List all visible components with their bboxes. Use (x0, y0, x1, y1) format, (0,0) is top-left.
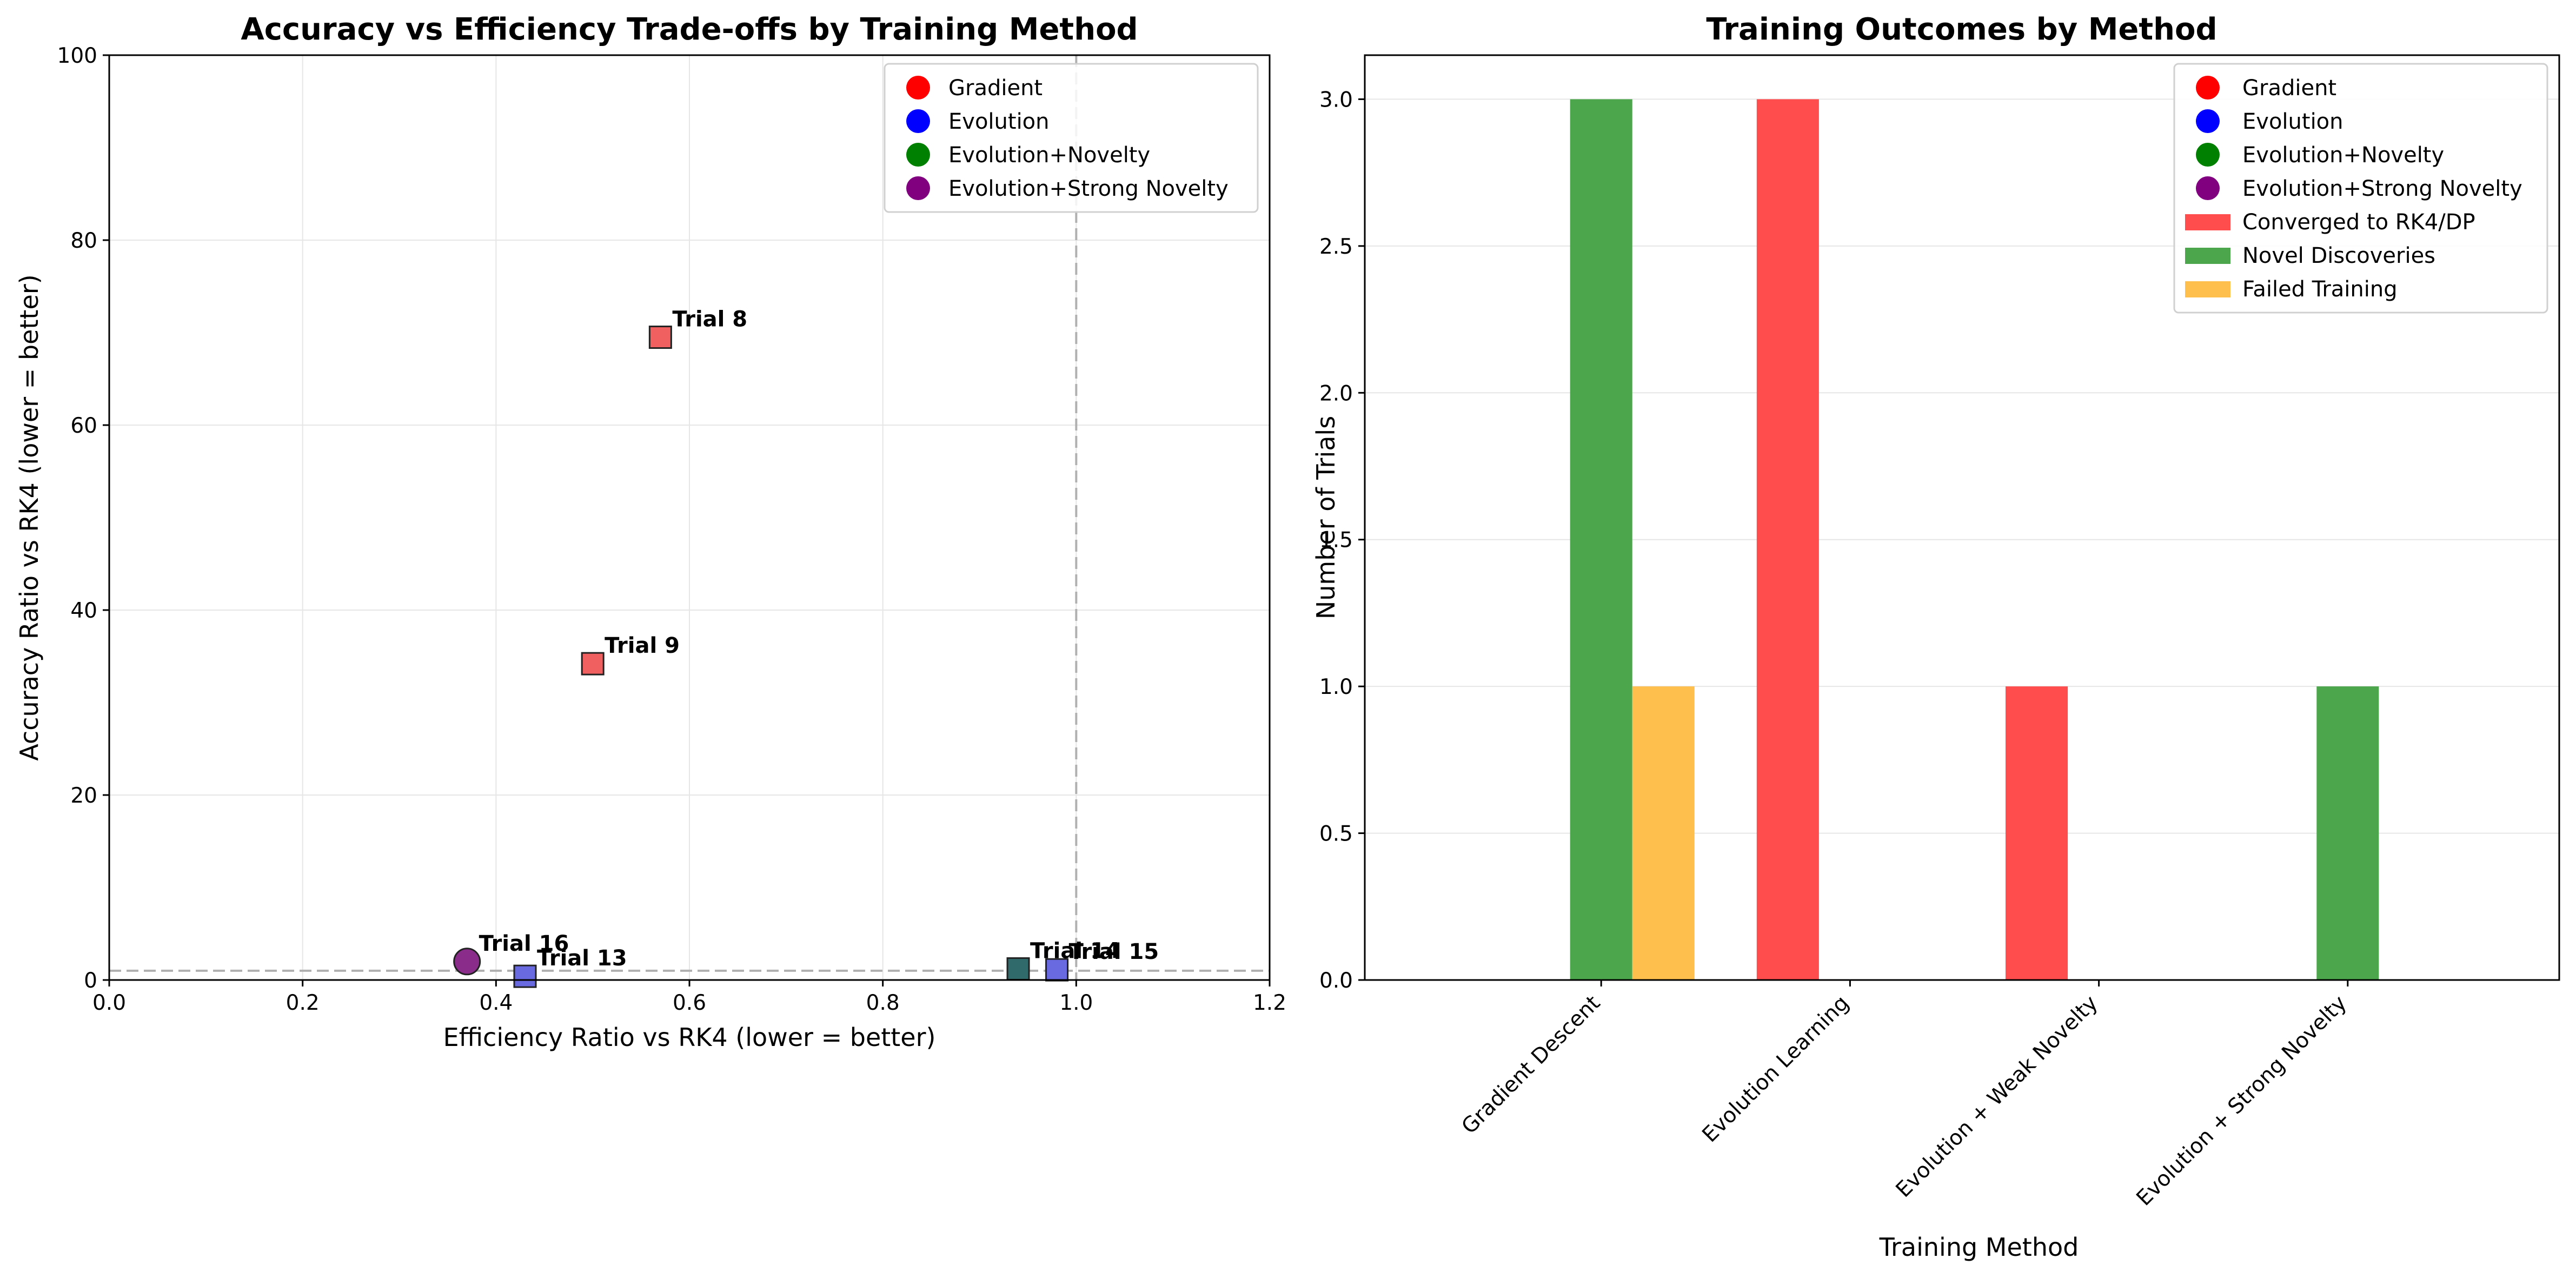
scatter-legend-label: Gradient (948, 76, 1043, 101)
scatter-x-tick-label: 0.4 (479, 991, 513, 1015)
scatter-x-tick-label: 1.2 (1253, 991, 1286, 1015)
scatter-x-tick-label: 0.0 (92, 991, 126, 1015)
bar-y-axis-label: Number of Trials (1311, 416, 1340, 619)
legend-patch-swatch (2185, 248, 2230, 264)
bar-legend-label: Converged to RK4/DP (2242, 210, 2475, 235)
scatter-point (1006, 957, 1030, 981)
bar (2006, 686, 2068, 980)
bar-legend-label: Failed Training (2242, 277, 2398, 302)
bar-y-tick-label: 0.0 (1319, 969, 1353, 993)
bar-legend-label: Novel Discoveries (2242, 243, 2435, 268)
bar-legend-box (2173, 63, 2548, 314)
scatter-point-label: Trial 15 (1069, 939, 1159, 964)
bar-y-tick-label: 2.5 (1319, 235, 1353, 259)
legend-marker-swatch (906, 76, 930, 100)
scatter-y-axis-label: Accuracy Ratio vs RK4 (lower = better) (15, 274, 44, 760)
scatter-point-label: Trial 13 (537, 946, 627, 971)
scatter-reference-lines (109, 55, 1270, 980)
bar (2316, 686, 2379, 980)
scatter-point (513, 964, 537, 988)
bar-legend-label: Evolution+Novelty (2242, 143, 2444, 168)
bar-x-tick-label: Gradient Descent (1457, 991, 1605, 1139)
scatter-point-label: Trial 14 (1030, 938, 1120, 963)
scatter-point (648, 326, 672, 349)
scatter-legend: Gradient Evolution Evolution+Novelty Evolut… (884, 63, 1259, 213)
bar-x-tick-label: Evolution + Weak Novelty (1891, 991, 2103, 1202)
scatter-x-axis-label: Efficiency Ratio vs RK4 (lower = better) (443, 1023, 936, 1052)
scatter-y-tick-label: 40 (70, 599, 97, 623)
scatter-point (453, 948, 481, 976)
bar-legend: Gradient Evolution Evolution+Novelty Evolut… (2173, 63, 2548, 314)
legend-marker-swatch (2196, 109, 2220, 133)
legend-patch-swatch (2185, 281, 2230, 297)
scatter-point (581, 652, 605, 676)
bar-y-tick-label: 3.0 (1319, 88, 1353, 112)
scatter-point-label: Trial 16 (479, 931, 569, 956)
bar-legend-label: Gradient (2242, 76, 2336, 101)
scatter-y-tick-label: 100 (57, 44, 97, 68)
scatter-x-tick-label: 1.0 (1059, 991, 1093, 1015)
legend-marker-swatch (906, 143, 930, 167)
bar-y-tick-label: 0.5 (1319, 822, 1353, 846)
scatter-x-ticks: 0.0 0.2 0.4 0.6 0.8 1.0 1.2 (92, 980, 1286, 1015)
scatter-x-tick-label: 0.8 (866, 991, 900, 1015)
bar-legend-label: Evolution+Strong Novelty (2242, 176, 2522, 201)
scatter-y-tick-label: 80 (70, 229, 97, 253)
scatter-legend-label: Evolution (948, 109, 1050, 134)
scatter-points (453, 326, 1069, 988)
scatter-x-tick-label: 0.6 (673, 991, 706, 1015)
bar-legend-label: Evolution (2242, 109, 2343, 134)
scatter-point (1045, 958, 1069, 982)
scatter-y-tick-label: 60 (70, 414, 97, 438)
scatter-title: Accuracy vs Efficiency Trade-offs by Tra… (241, 12, 1138, 47)
bar-y-tick-label: 2.0 (1319, 381, 1353, 406)
scatter-x-tick-label: 0.2 (286, 991, 320, 1015)
legend-marker-swatch (906, 109, 930, 133)
legend-marker-swatch (2196, 176, 2220, 200)
legend-patch-swatch (2185, 214, 2230, 230)
scatter-point-label: Trial 9 (605, 633, 680, 658)
scatter-y-tick-label: 0 (84, 969, 97, 993)
bar-x-tick-label: Evolution Learning (1698, 991, 1854, 1147)
legend-marker-swatch (2196, 143, 2220, 167)
bar (1632, 686, 1695, 980)
scatter-y-tick-label: 20 (70, 784, 97, 808)
bar-axes-frame (1364, 54, 2560, 981)
legend-marker-swatch (2196, 76, 2220, 100)
bar-title: Training Outcomes by Method (1706, 12, 2217, 47)
bar-x-tick-label: Evolution + Strong Novelty (2132, 991, 2352, 1210)
bar-y-tick-label: 1.0 (1319, 675, 1353, 699)
bar-rects (1570, 99, 2379, 980)
bar (1570, 99, 1632, 980)
bar-panel: Gradient Descent Evolution Learning Evolut… (1311, 12, 2560, 1262)
legend-marker-swatch (906, 176, 930, 200)
bar (1756, 99, 1819, 980)
bar-y-tick-label: 1.5 (1319, 528, 1353, 553)
bar-x-axis-label: Training Method (1879, 1233, 2079, 1262)
scatter-point-label: Trial 8 (672, 307, 747, 332)
bar-x-ticks: Gradient Descent Evolution Learning Evolut… (1457, 980, 2352, 1211)
bar-y-ticks: 0.0 0.5 1.0 1.5 2.0 2.5 3.0 (1319, 88, 1365, 993)
scatter-y-ticks: 0 20 40 60 80 100 (57, 44, 109, 993)
scatter-legend-label: Evolution+Strong Novelty (948, 176, 1229, 201)
scatter-legend-label: Evolution+Novelty (948, 143, 1150, 168)
scatter-legend-box (884, 63, 1259, 213)
